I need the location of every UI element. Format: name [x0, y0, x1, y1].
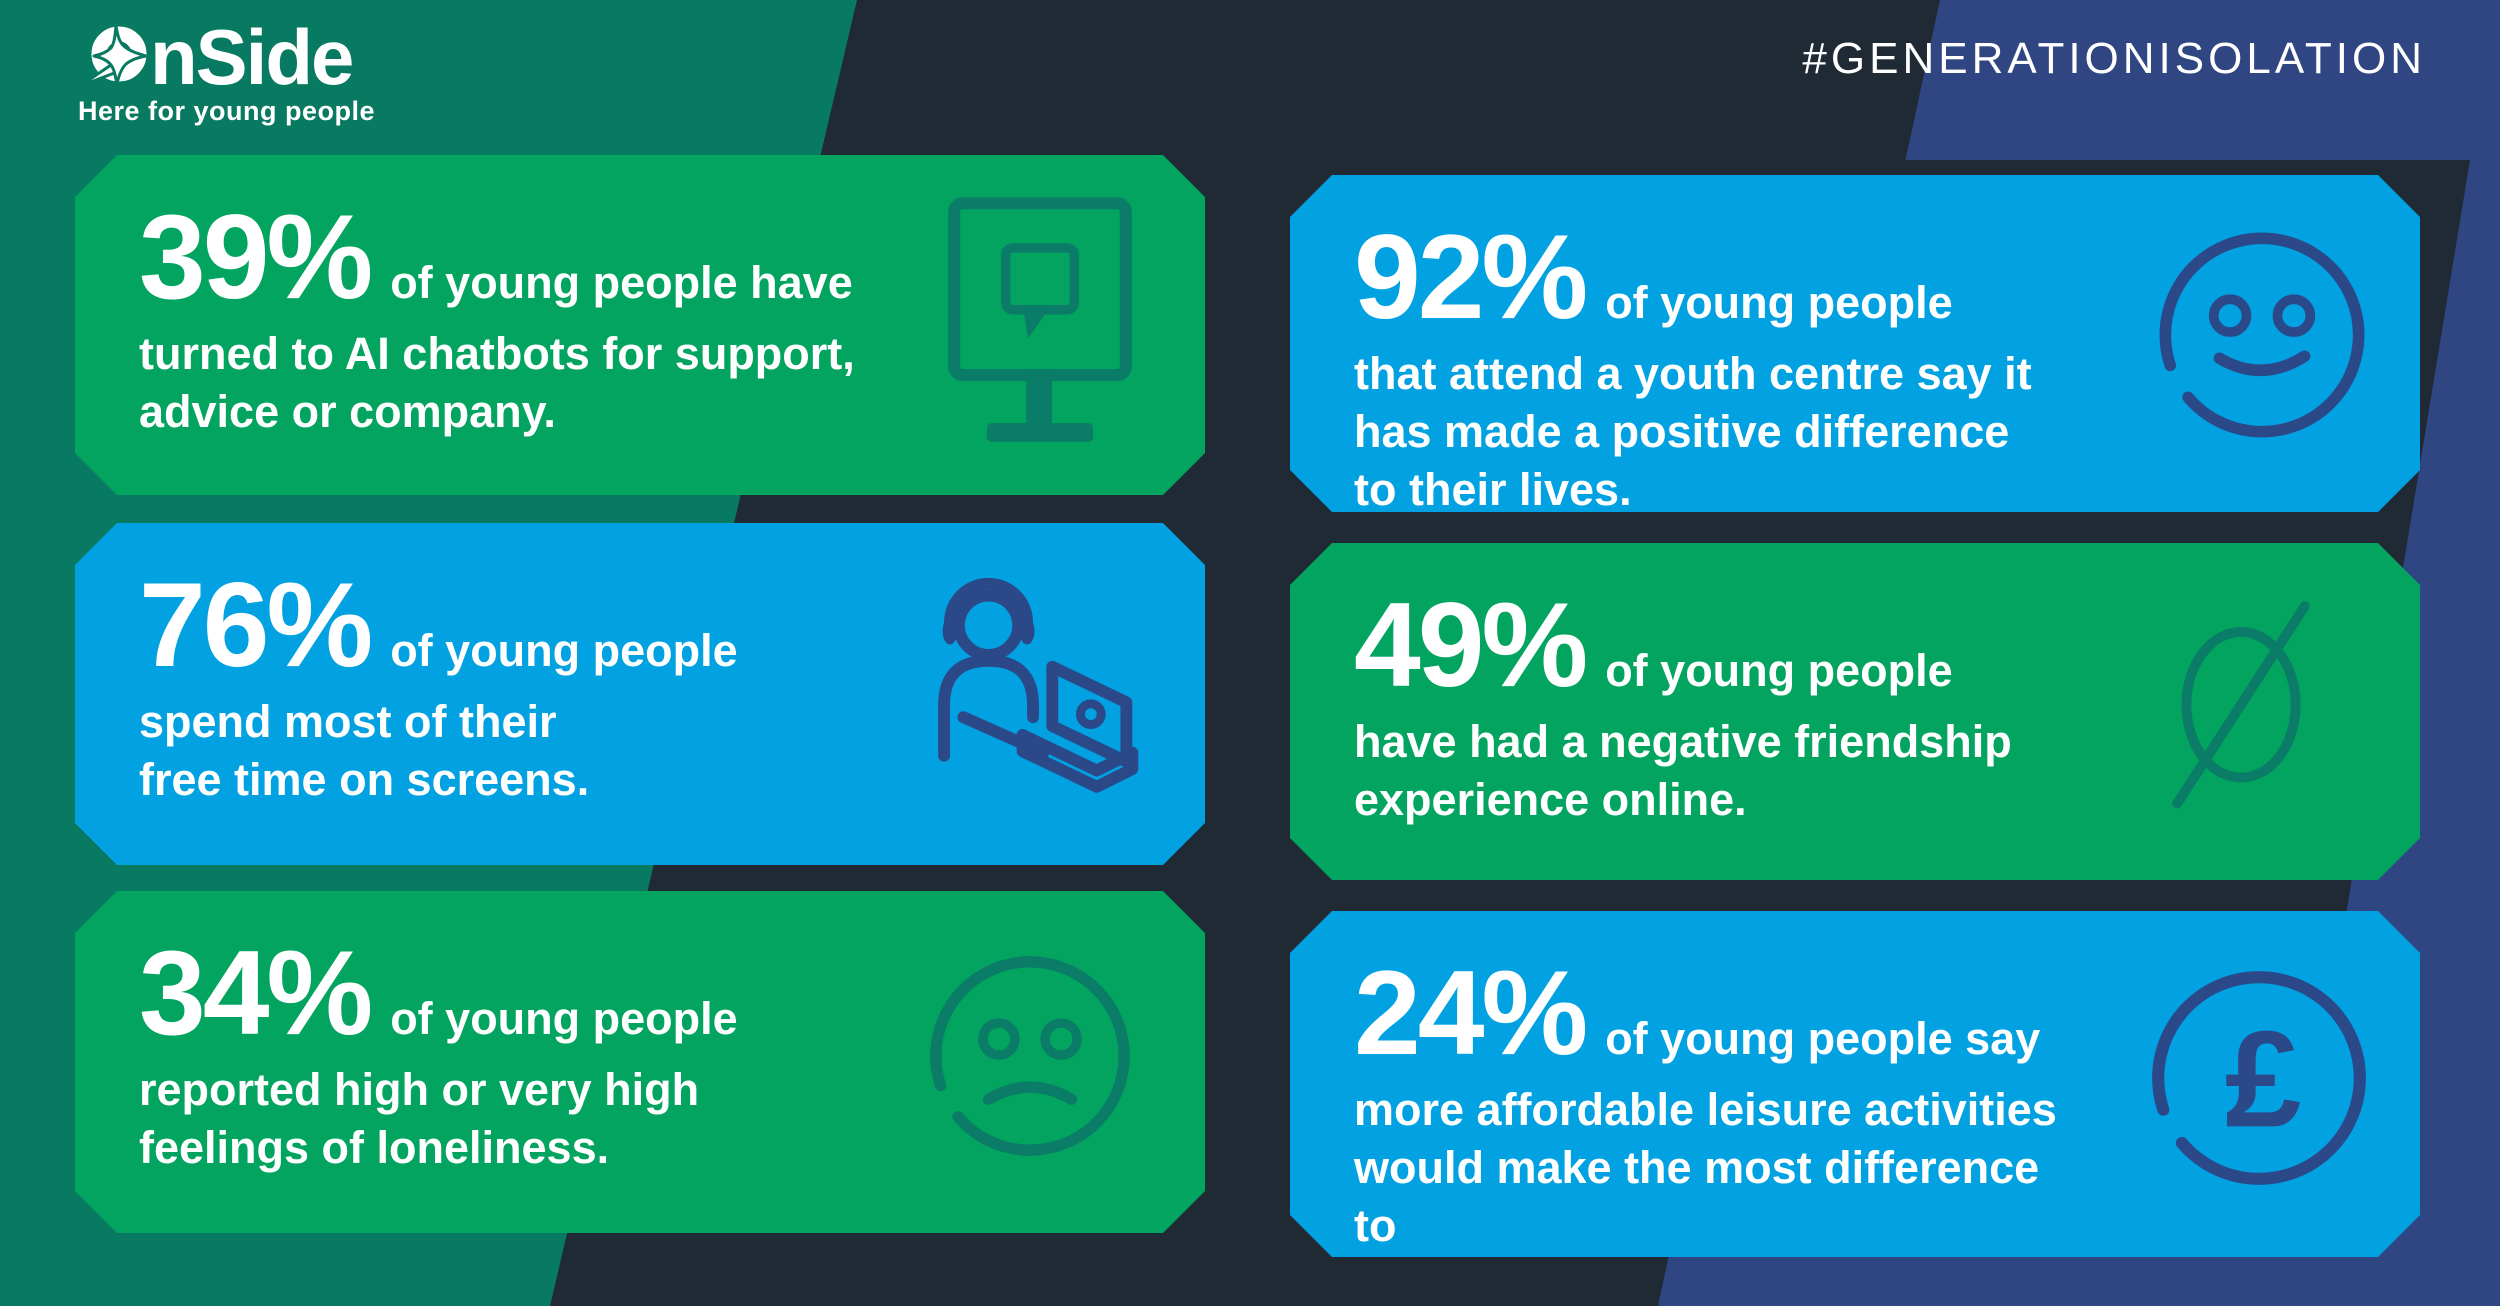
stat-value: 76%: [139, 558, 371, 692]
stat-value: 49%: [1354, 578, 1586, 712]
stat-line: to their lives.: [1354, 464, 1632, 515]
stat-copy: 24% of young people say more affordable l…: [1354, 953, 2090, 1306]
stat-line: of young people: [1605, 645, 1953, 696]
stat-value: 39%: [139, 190, 371, 324]
stat-copy: 92% of young people that attend a youth c…: [1354, 217, 2090, 519]
monitor-chat-icon: [937, 193, 1143, 454]
stat-line: have had a negative friendship: [1354, 716, 2012, 767]
campaign-hashtag: #GENERATIONISOLATION: [1802, 34, 2426, 83]
stat-line: spend most of their: [139, 696, 557, 747]
onside-logo: nSide Here for young people: [78, 13, 376, 127]
stat-line: free time on screens.: [139, 754, 590, 805]
stat-copy: 34% of young people reported high or very…: [139, 933, 875, 1177]
stat-line: of young people have: [390, 257, 853, 308]
stat-copy: 49% of young people have had a negative f…: [1354, 585, 2090, 829]
stat-card-ai-chatbots: 39% of young people have turned to AI cha…: [75, 155, 1205, 495]
sad-face-icon: [917, 943, 1143, 1169]
stat-card-negative-friendship: 49% of young people have had a negative f…: [1290, 543, 2420, 880]
blocked-circle-icon: [2150, 591, 2332, 819]
stat-value: 92%: [1354, 210, 1586, 344]
svg-text:£: £: [2225, 1003, 2301, 1156]
logo-tagline: Here for young people: [78, 96, 376, 126]
onside-logo-o-star-icon: [78, 24, 148, 88]
stat-card-youth-centre: 92% of young people that attend a youth c…: [1290, 175, 2420, 512]
stat-line: of young people: [390, 625, 738, 676]
stat-line: feelings of loneliness.: [139, 1122, 610, 1173]
stat-line: advice or company.: [139, 386, 556, 437]
stat-line: of young people: [1605, 277, 1953, 328]
stat-line: reported high or very high: [139, 1064, 700, 1115]
stat-copy: 76% of young people spend most of their f…: [139, 565, 875, 809]
smiley-face-icon: [2146, 219, 2378, 451]
person-headphones-laptop-icon: [907, 563, 1159, 815]
pound-circle-icon: £: [2138, 957, 2380, 1199]
stat-line: that attend a youth centre say it: [1354, 348, 2032, 399]
stat-card-loneliness: 34% of young people reported high or very…: [75, 891, 1205, 1233]
stat-line: of young people say: [1605, 1013, 2041, 1064]
stat-copy: 39% of young people have turned to AI cha…: [139, 197, 875, 441]
stat-line: would make the most difference to: [1354, 1142, 2040, 1251]
stat-line: more affordable leisure activities: [1354, 1084, 2057, 1135]
stat-line: has made a positive difference: [1354, 406, 2010, 457]
logo-wordmark: nSide: [150, 13, 354, 101]
stat-value: 24%: [1354, 946, 1586, 1080]
stat-card-screen-time: 76% of young people spend most of their f…: [75, 523, 1205, 865]
stat-line: experience online.: [1354, 774, 1747, 825]
stat-line: of young people: [390, 993, 738, 1044]
stat-card-affordable-leisure: 24% of young people say more affordable l…: [1290, 911, 2420, 1257]
stat-value: 34%: [139, 926, 371, 1060]
stat-line: turned to AI chatbots for support,: [139, 328, 855, 379]
